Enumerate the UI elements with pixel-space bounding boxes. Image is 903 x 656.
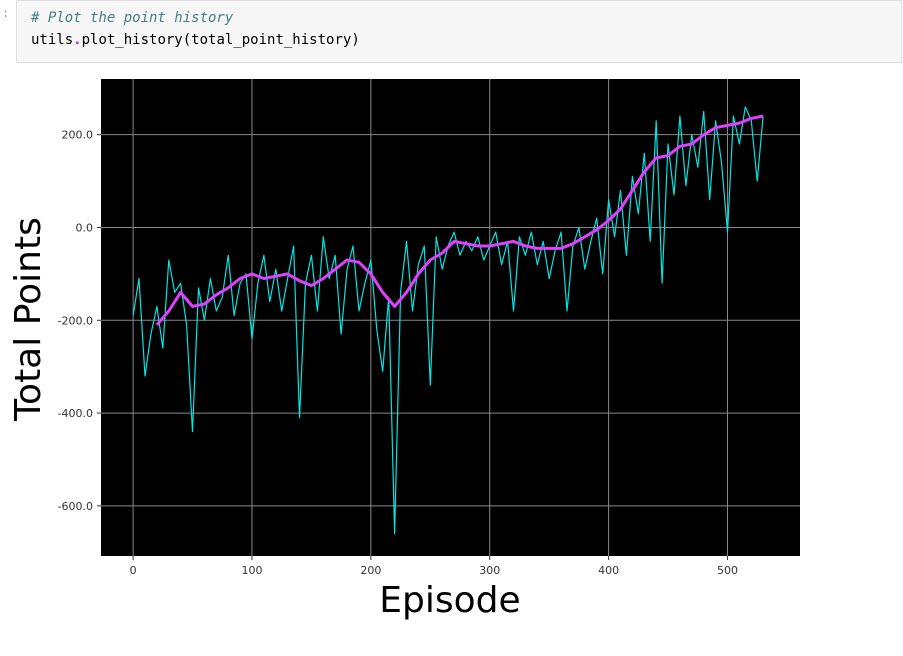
code-dot-operator: . (73, 32, 82, 48)
x-tick-label: 500 (717, 564, 738, 577)
series-layer (132, 106, 764, 535)
code-cell[interactable]: # Plot the point history utils.plot_hist… (16, 0, 902, 63)
x-tick-label: 100 (241, 564, 262, 577)
y-tick-label: -600.0 (58, 500, 93, 513)
x-tick-label: 0 (130, 564, 137, 577)
y-tick-label: -200.0 (58, 314, 93, 327)
x-tick-label: 300 (479, 564, 500, 577)
code-call-line: utils.plot_history(total_point_history) (31, 32, 360, 48)
cell-prompt-mark: : (2, 6, 10, 20)
x-tick-label: 400 (598, 564, 619, 577)
x-axis-label: Episode (379, 580, 520, 621)
y-tick-label: -400.0 (58, 407, 93, 420)
plot-figure: 0 100 200 300 400 500 200.0 0.0 -200.0 -400.0 -600… (8, 79, 800, 621)
code-call: plot_history(total_point_history) (81, 32, 360, 48)
tick-labels: 0 100 200 300 400 500 200.0 0.0 -200.0 -400.0 -600… (58, 129, 738, 577)
y-tick-label: 200.0 (62, 129, 94, 142)
grid-lines (101, 79, 800, 556)
moving-average-line (155, 114, 764, 326)
y-axis-label: Total Points (8, 217, 49, 422)
y-tick-label: 0.0 (76, 221, 94, 234)
x-tick-label: 200 (360, 564, 381, 577)
plot-area (101, 79, 800, 556)
code-object: utils (31, 32, 74, 48)
code-comment-line: # Plot the point history (31, 10, 234, 26)
